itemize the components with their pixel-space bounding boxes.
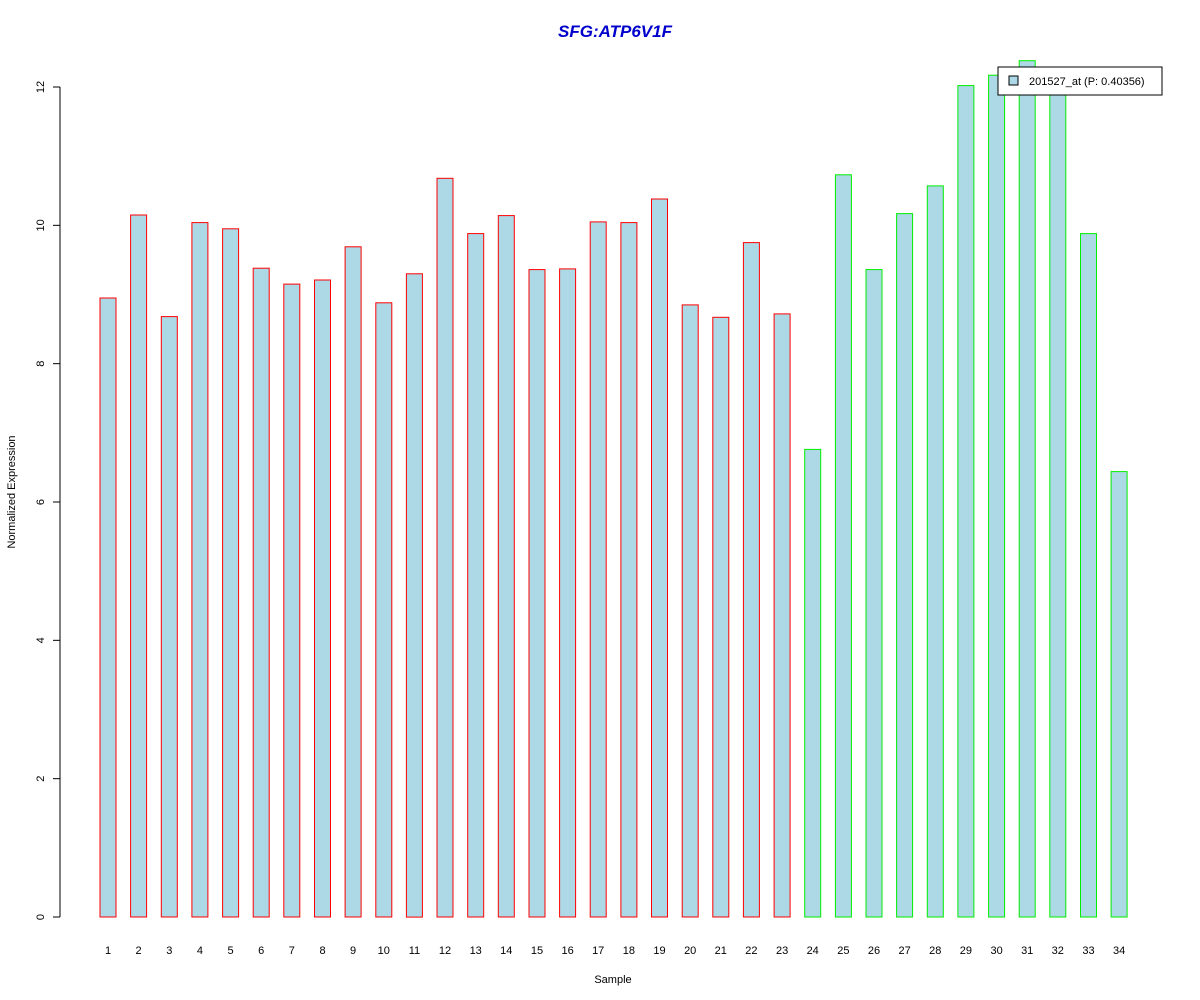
bar-sample-17 [589, 221, 607, 918]
bar-sample-6 [252, 267, 270, 918]
bar-sample-3 [160, 316, 178, 918]
x-tick-label: 24 [807, 945, 819, 957]
y-tick-label: 4 [35, 637, 47, 643]
x-tick-label: 32 [1052, 945, 1064, 957]
legend-box [997, 66, 1163, 96]
x-tick-label: 21 [715, 945, 727, 957]
x-tick-label: 14 [500, 945, 512, 957]
x-tick-label: 19 [653, 945, 665, 957]
y-tick-label: 0 [35, 914, 47, 920]
x-tick-label: 8 [319, 945, 325, 957]
bar-sample-9 [344, 246, 362, 918]
bar-sample-2 [130, 214, 148, 918]
x-tick-label: 6 [258, 945, 264, 957]
bar-sample-21 [712, 316, 730, 918]
x-tick-label: 5 [228, 945, 234, 957]
bars [99, 60, 1128, 918]
y-tick-label: 2 [35, 776, 47, 782]
x-tick-label: 28 [929, 945, 941, 957]
bar-sample-7 [283, 283, 301, 918]
bar-sample-30 [988, 74, 1006, 918]
x-tick-label: 18 [623, 945, 635, 957]
bar-sample-28 [926, 185, 944, 918]
x-tick-label: 25 [837, 945, 849, 957]
bar-sample-24 [804, 448, 822, 918]
bar-sample-27 [896, 213, 914, 918]
x-tick-label: 10 [378, 945, 390, 957]
x-tick-label: 20 [684, 945, 696, 957]
bar-sample-11 [405, 273, 423, 918]
x-tick-label: 3 [166, 945, 172, 957]
x-tick-label: 17 [592, 945, 604, 957]
legend-label: 201527_at (P: 0.40356) [1029, 76, 1145, 88]
y-axis: 0 2 4 6 8 10 12 [35, 81, 61, 920]
x-tick-label: 1 [105, 945, 111, 957]
x-tick-label: 33 [1082, 945, 1094, 957]
bar-sample-13 [467, 233, 485, 918]
x-tick-label: 15 [531, 945, 543, 957]
x-tick-label: 31 [1021, 945, 1033, 957]
x-tick-label: 12 [439, 945, 451, 957]
bar-sample-29 [957, 85, 975, 918]
x-tick-label: 34 [1113, 945, 1125, 957]
bar-sample-8 [314, 279, 331, 918]
bar-sample-23 [773, 313, 791, 918]
x-tick-label: 22 [745, 945, 757, 957]
x-tick-label: 2 [136, 945, 142, 957]
bar-sample-22 [742, 242, 760, 918]
y-tick-label: 10 [35, 219, 47, 231]
y-tick-label: 6 [35, 499, 47, 505]
bar-sample-25 [834, 174, 852, 918]
bar-sample-4 [191, 222, 209, 918]
bar-sample-34 [1110, 471, 1128, 918]
y-tick-label: 12 [35, 81, 47, 93]
legend-swatch [1008, 75, 1019, 86]
x-tick-label: 11 [409, 945, 420, 957]
y-tick-label: 8 [35, 361, 47, 367]
x-axis-label: Sample [594, 974, 631, 986]
x-tick-label: 9 [350, 945, 356, 957]
bar-sample-20 [681, 304, 699, 918]
bar-sample-32 [1049, 92, 1067, 918]
x-tick-label: 13 [470, 945, 482, 957]
x-tick-label: 16 [561, 945, 573, 957]
bar-sample-26 [865, 269, 883, 918]
x-tick-label: 7 [289, 945, 295, 957]
y-axis-label: Normalized Expression [6, 435, 18, 548]
x-tick-labels: 1 2 3 4 5 6 7 8 9 10 11 12 13 14 15 16 17 18 19 20 21 22 23 24 2… [105, 945, 1125, 957]
chart-title: SFG:ATP6V1F [558, 22, 673, 41]
x-tick-label: 4 [197, 945, 203, 957]
legend: 201527_at (P: 0.40356) [997, 66, 1163, 96]
x-tick-label: 23 [776, 945, 788, 957]
x-tick-label: 27 [898, 945, 910, 957]
x-tick-label: 26 [868, 945, 880, 957]
x-tick-label: 30 [990, 945, 1002, 957]
bar-sample-18 [620, 222, 638, 918]
bar-sample-1 [99, 297, 117, 918]
bar-sample-16 [559, 268, 577, 918]
bar-sample-15 [528, 269, 546, 918]
bar-sample-10 [375, 302, 393, 918]
bar-sample-12 [436, 177, 454, 918]
bar-sample-33 [1080, 233, 1097, 918]
bar-sample-31 [1018, 60, 1036, 918]
bar-sample-5 [222, 228, 240, 918]
bar-sample-19 [651, 198, 668, 918]
x-tick-label: 29 [960, 945, 972, 957]
bar-sample-14 [497, 215, 515, 918]
